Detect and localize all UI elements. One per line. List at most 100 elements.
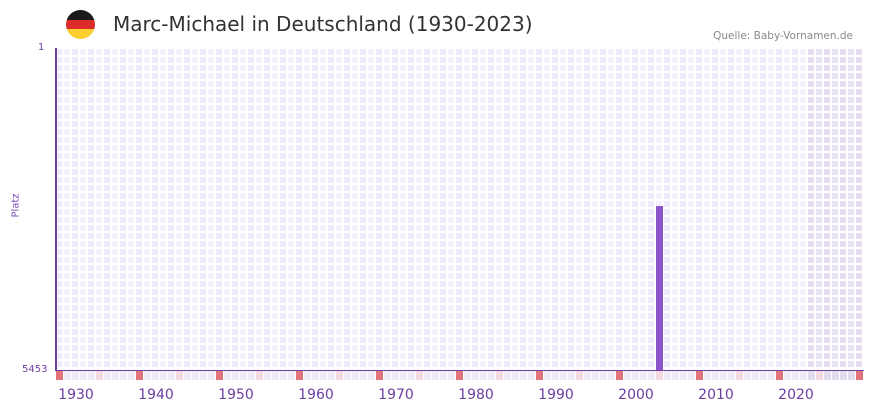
grid-column xyxy=(608,48,616,370)
grid-column xyxy=(552,48,560,370)
x-axis-line xyxy=(55,369,864,371)
source-link[interactable]: Quelle: Baby-Vornamen.de xyxy=(713,30,853,42)
grid-column xyxy=(304,48,312,370)
x-axis-marker xyxy=(320,371,327,380)
grid-column xyxy=(496,48,504,370)
x-axis-marker xyxy=(520,371,527,380)
x-axis-marker xyxy=(128,371,135,380)
x-axis-marker xyxy=(608,371,615,380)
x-axis-marker xyxy=(752,371,759,380)
x-axis-marker xyxy=(848,371,855,380)
grid-column xyxy=(416,48,424,370)
x-axis-marker xyxy=(376,371,383,380)
grid-column xyxy=(616,48,624,370)
grid-column xyxy=(680,48,688,370)
x-axis-marker xyxy=(168,371,175,380)
x-axis-marker xyxy=(304,371,311,380)
y-axis-bottom-label: 5453 xyxy=(22,364,48,375)
x-axis-marker xyxy=(824,371,831,380)
x-axis-marker xyxy=(144,371,151,380)
x-tick-label: 1950 xyxy=(218,387,254,403)
x-axis-marker xyxy=(208,371,215,380)
x-axis-marker xyxy=(176,371,183,380)
x-axis-marker xyxy=(200,371,207,380)
grid-column xyxy=(392,48,400,370)
grid-column xyxy=(712,48,720,370)
x-axis-marker xyxy=(96,371,103,380)
x-axis-marker xyxy=(80,371,87,380)
y-axis-title: Platz xyxy=(10,193,22,218)
grid-column xyxy=(480,48,488,370)
grid-column xyxy=(800,48,808,370)
x-axis-marker xyxy=(56,371,63,380)
x-axis-marker xyxy=(744,371,751,380)
x-axis-marker xyxy=(688,371,695,380)
x-axis-marker xyxy=(232,371,239,380)
x-axis-marker xyxy=(440,371,447,380)
grid-column xyxy=(424,48,432,370)
grid-column xyxy=(256,48,264,370)
grid-column xyxy=(464,48,472,370)
x-axis-marker xyxy=(832,371,839,380)
grid-column xyxy=(560,48,568,370)
grid-column xyxy=(288,48,296,370)
x-axis-marker xyxy=(528,371,535,380)
x-axis-marker xyxy=(224,371,231,380)
x-axis-marker xyxy=(504,371,511,380)
grid-column xyxy=(720,48,728,370)
plot-area xyxy=(56,48,864,370)
grid-column xyxy=(456,48,464,370)
grid-column xyxy=(840,48,848,370)
grid-column xyxy=(672,48,680,370)
x-axis-marker xyxy=(360,371,367,380)
x-axis-marker xyxy=(496,371,503,380)
grid-column xyxy=(344,48,352,370)
x-axis-marker xyxy=(136,371,143,380)
grid-column xyxy=(856,48,864,370)
grid-column xyxy=(544,48,552,370)
x-axis-marker xyxy=(600,371,607,380)
grid-column xyxy=(56,48,64,370)
x-axis-marker xyxy=(696,371,703,380)
x-axis-marker xyxy=(720,371,727,380)
grid-column xyxy=(816,48,824,370)
grid-column xyxy=(296,48,304,370)
x-axis-marker xyxy=(784,371,791,380)
x-axis-marker xyxy=(472,371,479,380)
rank-bar[interactable] xyxy=(656,205,663,370)
x-axis-marker xyxy=(312,371,319,380)
x-axis-marker xyxy=(480,371,487,380)
x-axis-marker xyxy=(664,371,671,380)
germany-flag-icon xyxy=(66,10,95,39)
grid-column xyxy=(240,48,248,370)
grid-column xyxy=(232,48,240,370)
x-tick-label: 1930 xyxy=(58,387,94,403)
grid-column xyxy=(184,48,192,370)
grid-column xyxy=(696,48,704,370)
grid-column xyxy=(336,48,344,370)
grid-column xyxy=(784,48,792,370)
x-axis-marker xyxy=(840,371,847,380)
grid-column xyxy=(248,48,256,370)
grid-column xyxy=(104,48,112,370)
x-axis-marker xyxy=(536,371,543,380)
grid-column xyxy=(592,48,600,370)
x-axis-marker xyxy=(152,371,159,380)
grid-column xyxy=(112,48,120,370)
x-axis-marker xyxy=(448,371,455,380)
x-axis-marker xyxy=(216,371,223,380)
grid-column xyxy=(448,48,456,370)
x-tick-label: 2020 xyxy=(778,387,814,403)
grid-column xyxy=(280,48,288,370)
grid-column xyxy=(432,48,440,370)
x-axis-marker xyxy=(296,371,303,380)
grid-column xyxy=(744,48,752,370)
x-axis-marker xyxy=(544,371,551,380)
grid-column xyxy=(312,48,320,370)
grid-column xyxy=(224,48,232,370)
grid-column xyxy=(792,48,800,370)
grid-column xyxy=(96,48,104,370)
x-axis-marker xyxy=(336,371,343,380)
x-axis-marker xyxy=(256,371,263,380)
x-axis-marker xyxy=(272,371,279,380)
